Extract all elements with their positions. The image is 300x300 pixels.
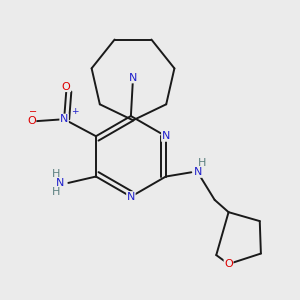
Text: O: O <box>27 116 36 126</box>
Text: H: H <box>52 169 61 178</box>
Text: H: H <box>198 158 206 168</box>
Text: O: O <box>62 82 70 92</box>
Text: O: O <box>224 259 233 269</box>
Text: N: N <box>127 192 135 202</box>
Text: N: N <box>56 178 64 188</box>
Text: N: N <box>162 131 170 141</box>
Text: N: N <box>60 114 68 124</box>
Text: N: N <box>194 167 202 177</box>
Text: +: + <box>71 107 79 116</box>
Text: N: N <box>129 73 137 83</box>
Text: −: − <box>28 107 37 117</box>
Text: H: H <box>52 187 61 197</box>
